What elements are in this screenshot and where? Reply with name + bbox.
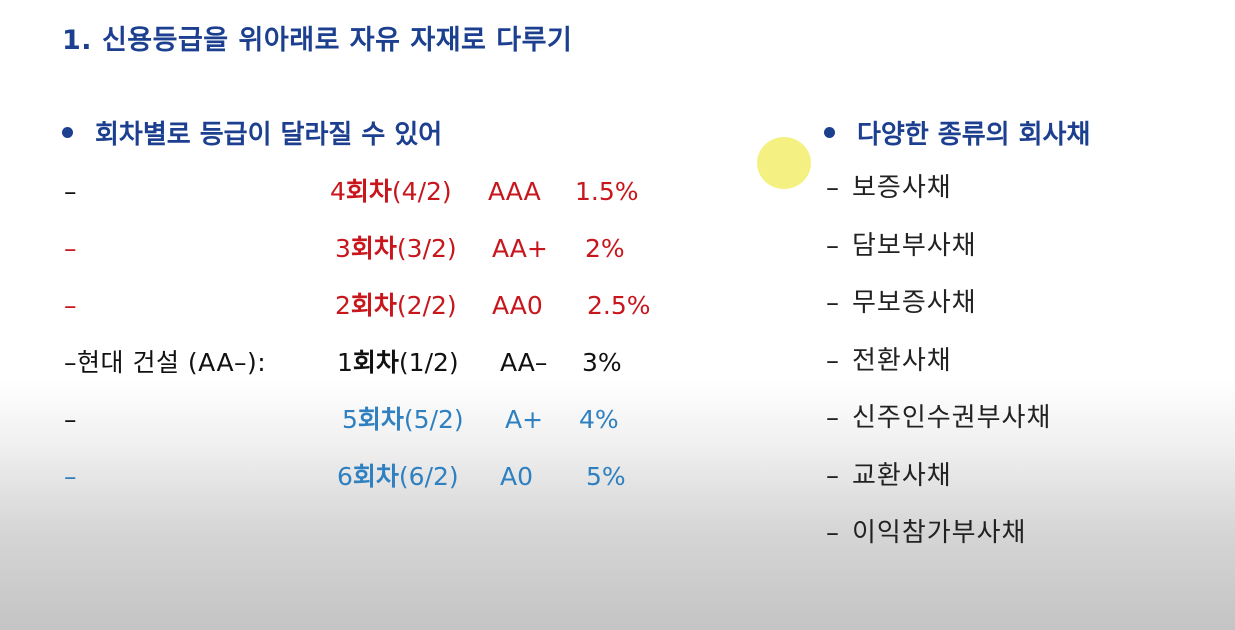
list-dash: – — [826, 345, 840, 376]
list-item: – 담보부사채 — [826, 223, 1051, 281]
list-item-label: 교환사채 — [852, 460, 952, 491]
list-dash: – — [826, 288, 840, 318]
round-date: (4/2) — [391, 177, 452, 206]
round-number: 6 — [337, 462, 353, 491]
round-word: 회차 — [350, 291, 397, 320]
list-item-label: 무보증사채 — [852, 288, 977, 318]
round-number: 4 — [330, 177, 346, 206]
round-number: 3 — [335, 234, 351, 263]
rating-value: A+ — [505, 405, 544, 434]
list-item: – 무보증사채 — [826, 280, 1051, 338]
round-number: 2 — [335, 291, 351, 320]
list-item-label: 담보부사채 — [852, 230, 977, 261]
row-dash: – — [64, 291, 77, 320]
list-item: – 전환사채 — [826, 338, 1051, 396]
slide-title: 1. 신용등급을 위아래로 자유 자재로 다루기 — [62, 25, 573, 56]
list-item: – 이익참가부사채 — [826, 510, 1051, 568]
cursor-highlight-icon — [757, 137, 811, 189]
round-label: 6회차(6/2) — [337, 457, 459, 497]
bullet-icon — [824, 127, 835, 138]
round-label: 2회차(2/2) — [335, 286, 457, 326]
list-dash: – — [826, 230, 840, 261]
rate-value: 3% — [582, 348, 622, 377]
rate-value: 5% — [586, 462, 626, 491]
left-heading-text: 회차별로 등급이 달라질 수 있어 — [95, 120, 443, 150]
row-dash: – — [64, 462, 77, 491]
round-date: (3/2) — [396, 234, 457, 263]
list-item: – 보증사채 — [826, 165, 1051, 223]
round-word: 회차 — [350, 234, 397, 263]
list-dash: – — [826, 173, 840, 203]
right-section-heading: 다양한 종류의 회사채 — [824, 114, 1090, 151]
rate-value: 2% — [585, 234, 625, 263]
row-dash: – — [64, 177, 77, 206]
round-word: 회차 — [357, 405, 404, 434]
list-dash: – — [826, 403, 840, 433]
right-heading-text: 다양한 종류의 회사채 — [857, 120, 1091, 150]
round-label: 5회차(5/2) — [342, 400, 464, 440]
round-label: 3회차(3/2) — [335, 229, 457, 269]
rating-value: AAA — [488, 177, 541, 206]
round-label: 1회차(1/2) — [337, 343, 459, 383]
round-date: (6/2) — [398, 462, 459, 491]
list-dash: – — [826, 460, 840, 491]
bond-type-list: – 보증사채 – 담보부사채 – 무보증사채 – 전환사채 – 신주인수권부사채 – 교환사… — [826, 165, 1051, 568]
rating-value: AA– — [500, 348, 548, 377]
list-item: – 신주인수권부사채 — [826, 395, 1051, 453]
list-item: – 교환사채 — [826, 453, 1051, 511]
list-item-label: 이익참가부사채 — [852, 518, 1027, 548]
row-dash: – — [64, 234, 77, 263]
round-date: (1/2) — [398, 348, 459, 377]
company-prefix: –현대 건설 (AA–): — [64, 348, 267, 377]
rating-value: AA0 — [492, 291, 543, 320]
rating-value: A0 — [500, 462, 534, 491]
rate-value: 2.5% — [587, 291, 651, 320]
round-number: 1 — [337, 348, 353, 377]
round-word: 회차 — [352, 462, 399, 491]
left-section-heading: 회차별로 등급이 달라질 수 있어 — [62, 114, 442, 151]
round-label: 4회차(4/2) — [330, 172, 452, 212]
rate-value: 4% — [579, 405, 619, 434]
rate-value: 1.5% — [575, 177, 639, 206]
round-word: 회차 — [345, 177, 392, 206]
list-dash: – — [826, 518, 840, 548]
list-item-label: 신주인수권부사채 — [852, 403, 1052, 433]
list-item-label: 보증사채 — [852, 173, 952, 203]
round-date: (2/2) — [396, 291, 457, 320]
bullet-icon — [62, 127, 73, 138]
row-dash: – — [64, 405, 77, 434]
rating-value: AA+ — [492, 234, 548, 263]
round-date: (5/2) — [403, 405, 464, 434]
round-word: 회차 — [352, 348, 399, 377]
list-item-label: 전환사채 — [852, 345, 952, 376]
round-number: 5 — [342, 405, 358, 434]
